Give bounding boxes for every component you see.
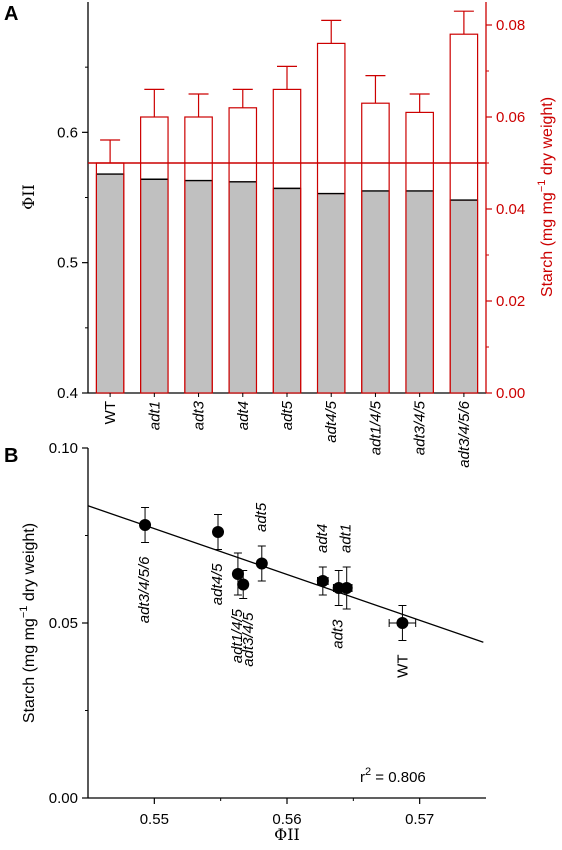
b-point [237,578,250,591]
panel-a-y2label: Starch (mg mg−1 dry weight) [536,97,556,297]
b-x-tick-label: 0.57 [405,811,434,828]
b-y-tick-label: 0.00 [49,790,78,807]
panel-a-ylabel: ΦII [19,184,38,210]
b-y-tick-label: 0.10 [49,440,78,457]
a-category-label: adt5 [279,400,296,430]
b-point [316,575,329,587]
b-x-tick-label: 0.55 [140,811,169,828]
a-left-tick-label: 0.5 [57,255,78,272]
panel-b-xlabel: ΦII [274,825,300,844]
panel-a: A 0.4 0.5 0.6 0.00 0.02 0.04 0.06 0.08 WT adt1 a… [4,2,556,468]
panel-b-letter: B [4,445,18,467]
b-point-label: adt3/4/5 [240,612,257,667]
r2-sup: 2 [365,766,371,778]
phi-bar [272,187,302,394]
a-category-label: adt3 [191,400,208,430]
b-point-label: adt1/4/5 [229,608,246,663]
a-right-tick-label: 0.00 [496,385,525,402]
a-right-tick-label: 0.02 [496,293,525,310]
b-point [255,557,268,570]
a-category-label: WT [102,401,119,424]
b-point [139,519,152,531]
b-point [231,568,244,580]
b-point [212,526,225,538]
a-left-tick-label: 0.4 [57,385,78,402]
b-x-tick-label: 0.56 [272,811,301,828]
phi-bar [449,199,479,394]
panel-a-category-labels: WT adt1 adt3 adt4 adt5 adt4/5 adt1/4/5 adt3/4/5… [102,393,473,468]
panel-b-ylabel: Starch (mg mg−1 dry weight) [18,523,38,723]
a-category-label: adt1/4/5 [367,400,384,455]
panel-a-left-ticks: 0.4 0.5 0.6 [57,66,88,402]
panel-b-r2-annotation: r2 = 0.806 [360,766,426,786]
phi-bar [184,180,213,394]
phi-bar [140,178,169,394]
a-left-tick-label: 0.6 [57,124,78,141]
r2-r: r [360,769,365,786]
phi-bar [95,173,125,394]
a-right-tick-label: 0.04 [496,201,525,218]
panel-a-right-ticks: 0.00 0.02 0.04 0.06 0.08 [486,17,525,402]
panel-b-ylabel-part2: dry weight) [21,523,38,606]
b-point-label: adt4/5 [209,563,226,605]
a-right-tick-label: 0.06 [496,109,525,126]
a-category-label: adt4 [235,401,252,430]
panel-a-y2label-part2: dry weight) [539,97,556,180]
panel-b-ylabel-part1: Starch (mg mg [21,618,38,723]
panel-a-y2label-part1: Starch (mg mg [539,192,556,297]
panel-b-y-ticks: 0.00 0.05 0.10 [49,440,88,807]
b-point-label: adt4 [314,524,331,553]
phi-bar [228,181,257,394]
phi-bar [317,193,346,394]
a-category-label: adt4/5 [323,400,340,442]
b-point-label: adt3/4/5/6 [136,556,153,623]
b-point-label: WT [394,655,411,678]
b-y-tick-label: 0.05 [49,615,78,632]
b-point-label: adt1 [338,524,355,553]
a-category-label: adt1 [146,401,163,430]
a-category-label: adt3/4/5/6 [456,400,473,467]
phi-bar [405,190,434,394]
panel-a-y2label-sup: −1 [536,180,548,193]
panel-b: B 0.000.050.10 0.55 0.56 0.57 adt3/4/5/6 ad… [4,440,486,844]
r2-rest: = 0.806 [371,769,426,786]
panel-b-ylabel-sup: −1 [18,606,30,619]
panel-a-letter: A [4,3,18,25]
panel-b-fit-line [87,505,484,643]
b-point-label: adt3 [330,619,347,649]
a-category-label: adt3/4/5 [412,400,429,455]
b-point-label: adt5 [253,502,270,532]
panel-a-phi-bars [95,173,479,394]
panel-b-x-ticks: 0.55 0.56 0.57 [140,798,434,828]
a-right-tick-label: 0.08 [496,17,525,34]
phi-bar [361,190,390,394]
b-point [340,582,353,594]
b-point [396,617,409,629]
